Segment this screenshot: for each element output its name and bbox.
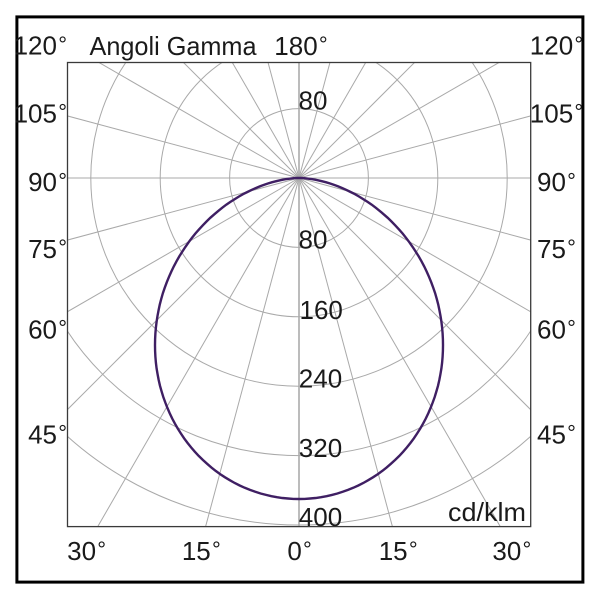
svg-text:30°: 30° [67, 536, 106, 566]
svg-text:60°: 60° [28, 315, 67, 345]
svg-text:75°: 75° [28, 234, 67, 264]
svg-text:105°: 105° [14, 99, 67, 129]
svg-text:240: 240 [299, 363, 342, 393]
svg-text:105°: 105° [530, 99, 583, 129]
svg-text:75°: 75° [537, 234, 576, 264]
svg-text:90°: 90° [28, 167, 67, 197]
svg-text:180°: 180° [274, 31, 327, 61]
svg-text:120°: 120° [14, 31, 67, 61]
svg-text:Angoli Gamma: Angoli Gamma [90, 31, 258, 61]
svg-text:45°: 45° [537, 420, 576, 450]
svg-text:160: 160 [300, 295, 343, 325]
svg-text:80: 80 [299, 225, 328, 255]
svg-text:120°: 120° [530, 31, 583, 61]
svg-text:0°: 0° [287, 536, 311, 566]
svg-text:400: 400 [299, 502, 342, 532]
svg-text:320: 320 [299, 433, 342, 463]
svg-text:80: 80 [299, 86, 328, 116]
svg-text:15°: 15° [379, 536, 418, 566]
svg-text:60°: 60° [537, 315, 576, 345]
svg-text:30°: 30° [492, 536, 531, 566]
svg-text:cd/klm: cd/klm [448, 497, 526, 527]
svg-text:15°: 15° [182, 536, 221, 566]
svg-text:90°: 90° [537, 167, 576, 197]
svg-text:45°: 45° [28, 420, 67, 450]
